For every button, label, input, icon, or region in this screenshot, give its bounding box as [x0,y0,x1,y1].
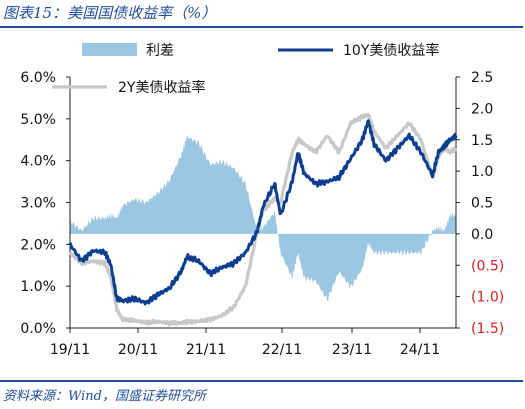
x-tick-label: 21/11 [186,342,226,358]
figure-title: 图表15：美国国债收益率（%） [3,4,217,22]
legend-label-2y: 2Y美债收益率 [118,79,205,96]
left-tick-label: 6.0% [20,70,56,86]
left-tick-label: 2.0% [20,237,56,253]
spread-area-fill [70,134,456,302]
legend: 利差 10Y美债收益率 2Y美债收益率 [52,42,439,96]
series-line-10y [68,119,458,306]
axes: 0.0% 1.0% 2.0% 3.0% 4.0% 5.0% 6.0% (1.5) (1.0) (0… [20,70,504,358]
series-line-2y [68,112,458,327]
series-lines [68,112,458,327]
x-tick-label: 24/11 [400,342,440,358]
x-tick-label: 22/11 [262,342,302,358]
spread-area [70,134,456,302]
legend-label-10y: 10Y美债收益率 [343,42,439,59]
source-rule [0,380,523,382]
left-tick-label: 5.0% [20,112,56,128]
title-rule [0,26,523,28]
left-tick-label: 0.0% [20,321,56,337]
left-tick-label: 3.0% [20,196,56,212]
left-tick-label: 1.0% [20,279,56,295]
right-tick-label: 2.5 [471,70,493,86]
legend-label-spread: 利差 [146,43,174,59]
right-tick-label: 1.5 [471,133,493,149]
left-tick-label: 4.0% [20,154,56,170]
legend-swatch-spread [82,43,137,56]
x-tick-label: 20/11 [118,342,158,358]
source-note: 资料来源：Wind，国盛证券研究所 [3,389,206,404]
right-tick-label: (1.5) [471,321,504,337]
right-tick-label: 2.0 [471,101,493,117]
right-tick-label: 1.0 [471,164,493,180]
right-tick-label: (0.5) [471,258,504,274]
x-tick-label: 19/11 [50,342,90,358]
right-tick-label: (1.0) [471,290,504,306]
x-tick-label: 23/11 [332,342,372,358]
right-tick-label: 0.0 [471,227,493,243]
right-tick-label: 0.5 [471,196,493,212]
